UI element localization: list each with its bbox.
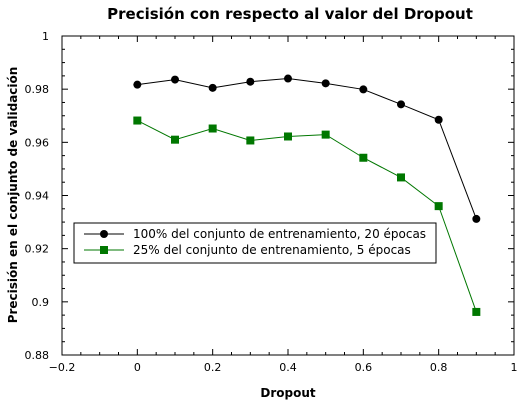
legend: 100% del conjunto de entrenamiento, 20 é… [73, 222, 437, 264]
chart-title: Precisión con respecto al valor del Drop… [107, 5, 473, 23]
y-tick-label: 1 [42, 30, 49, 43]
plot-frame [61, 35, 515, 356]
data-point-series-2 [284, 132, 292, 141]
data-point-series-1 [472, 214, 481, 223]
data-point-series-1 [321, 79, 330, 88]
legend-marker-series-1 [100, 230, 108, 238]
series-layer [133, 74, 481, 316]
data-point-series-2 [321, 130, 330, 139]
data-point-series-1 [133, 80, 142, 89]
series-line-2 [137, 120, 477, 313]
data-point-series-1 [359, 85, 368, 94]
y-tick-label: 0.88 [25, 349, 50, 362]
legend-label-series-1: 100% del conjunto de entrenamiento, 20 é… [133, 227, 426, 241]
y-tick-label: 0.96 [25, 136, 50, 149]
data-point-series-2 [397, 173, 405, 182]
y-tick-label: 0.92 [25, 243, 50, 256]
y-tick-label: 0.94 [25, 190, 50, 203]
y-tick-label: 0.98 [25, 83, 50, 96]
x-tick-label: 0.6 [355, 361, 373, 374]
legend-box [73, 222, 437, 264]
x-axis-label: Dropout [260, 386, 316, 400]
data-point-series-2 [171, 135, 179, 144]
data-point-series-1 [284, 74, 292, 83]
data-point-series-1 [246, 77, 255, 86]
data-point-series-1 [208, 83, 217, 92]
legend-label-series-2: 25% del conjunto de entrenamiento, 5 épo… [133, 243, 411, 257]
legend-marker-series-2 [100, 246, 108, 254]
data-point-series-2 [133, 116, 142, 125]
x-tick-label: 1 [511, 361, 518, 374]
x-tick-label: 0.4 [279, 361, 297, 374]
data-point-series-1 [397, 100, 405, 109]
data-point-series-2 [359, 153, 368, 162]
x-tick-label: 0 [134, 361, 141, 374]
axis-ticks: −0.2 0 0.2 0.4 0.6 0.8 1 0.88 0.9 0.92 0.94 0.96 0.9… [25, 30, 518, 374]
x-tick-label: 0.8 [430, 361, 448, 374]
data-point-series-1 [434, 115, 443, 124]
x-tick-label: −0.2 [49, 361, 76, 374]
data-point-series-2 [246, 136, 255, 145]
series-line-1 [137, 78, 477, 220]
data-point-series-1 [171, 75, 179, 84]
data-point-series-2 [472, 307, 481, 316]
data-point-series-2 [208, 124, 217, 133]
y-axis-label: Precisión en el conjunto de validación [6, 67, 20, 324]
y-tick-label: 0.9 [32, 296, 50, 309]
data-point-series-2 [434, 202, 443, 211]
x-tick-label: 0.2 [204, 361, 222, 374]
